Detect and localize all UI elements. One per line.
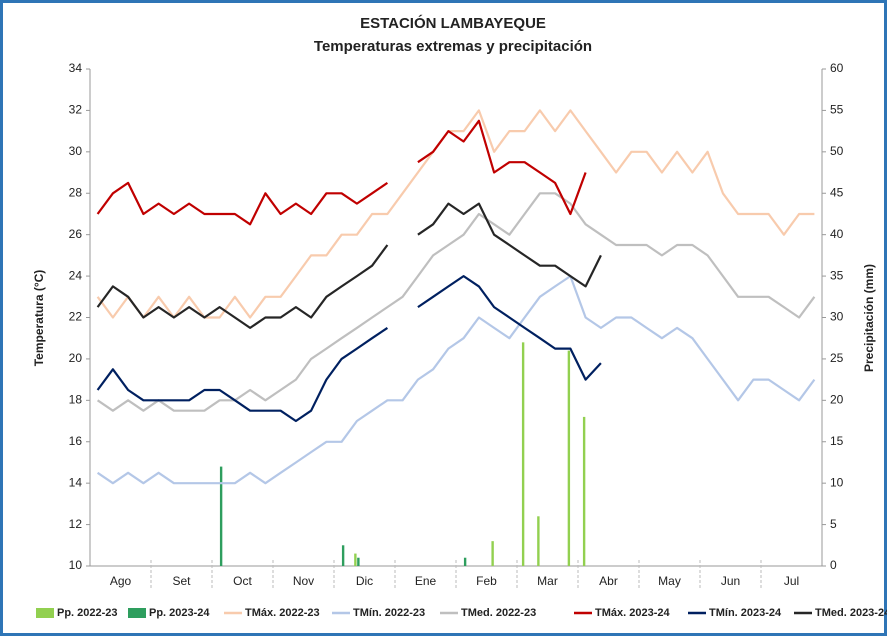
y-tick-label: 28 [69,185,83,199]
y2-tick-label: 5 [830,517,837,531]
x-tick-label: Jul [784,574,799,588]
x-tick-label: Oct [233,574,252,588]
x-tick-label: Ago [110,574,132,588]
y-tick-label: 10 [69,558,83,572]
y-tick-label: 26 [69,227,83,241]
y2-tick-label: 15 [830,434,844,448]
precip-bar [357,557,360,566]
x-tick-label: May [658,574,681,588]
y2-tick-label: 20 [830,393,844,407]
temp-line [96,202,602,329]
precip-bar [341,545,345,566]
y2-tick-label: 55 [830,103,844,117]
y2-tick-label: 25 [830,351,844,365]
chart-subtitle: Temperaturas extremas y precipitación [314,38,592,55]
x-tick-label: Feb [476,574,497,588]
legend-label: TMed. 2022-23 [461,607,536,619]
y2-tick-label: 30 [830,310,844,324]
precip-bar [219,466,223,566]
x-tick-label: Ene [415,574,437,588]
legend-label: TMín. 2023-24 [709,607,782,619]
y-tick-label: 12 [69,517,83,531]
y2-tick-label: 60 [830,61,844,75]
precip-bar [521,342,525,566]
chart-title: ESTACIÓN LAMBAYEQUE [360,14,546,32]
y-tick-label: 20 [69,351,83,365]
precip-bar [537,516,540,566]
y-tick-label: 14 [69,475,83,489]
legend-swatch [36,608,54,618]
y2-tick-label: 0 [830,558,837,572]
precip-bar [491,541,494,566]
legend-label: Pp. 2023-24 [149,607,210,619]
y2-tick-label: 40 [830,227,844,241]
precip-bar [567,350,571,566]
legend-label: Pp. 2022-23 [57,607,118,619]
x-tick-label: Set [172,574,191,588]
x-tick-label: Abr [599,574,618,588]
x-tick-label: Jun [721,574,740,588]
y2-tick-label: 45 [830,185,844,199]
legend-label: TMáx. 2022-23 [245,607,320,619]
y2-tick-label: 35 [830,268,844,282]
y-tick-label: 18 [69,393,83,407]
precip-bar [463,557,467,566]
precip-bar [354,553,357,566]
temp-line [96,119,587,226]
temp-line [96,275,816,485]
y-tick-label: 22 [69,310,83,324]
y-tick-label: 16 [69,434,83,448]
y-tick-label: 32 [69,103,83,117]
legend-label: TMín. 2022-23 [353,607,425,619]
legend-label: TMed. 2023-24 [815,607,887,619]
y-axis-title: Temperatura (°C) [32,270,46,367]
legend-label: TMáx. 2023-24 [595,607,670,619]
y2-tick-label: 10 [830,475,844,489]
y2-axis-title: Precipitación (mm) [862,264,876,372]
temp-line [96,192,816,412]
y-tick-label: 30 [69,144,83,158]
y-tick-label: 34 [69,61,83,75]
x-tick-label: Nov [293,574,314,588]
precip-bar [582,416,586,566]
y2-tick-label: 50 [830,144,844,158]
x-tick-label: Mar [537,574,558,588]
temp-line [96,275,602,423]
legend-swatch [128,608,146,618]
temp-line [96,109,815,319]
y-tick-label: 24 [69,268,83,282]
x-tick-label: Dic [356,574,373,588]
